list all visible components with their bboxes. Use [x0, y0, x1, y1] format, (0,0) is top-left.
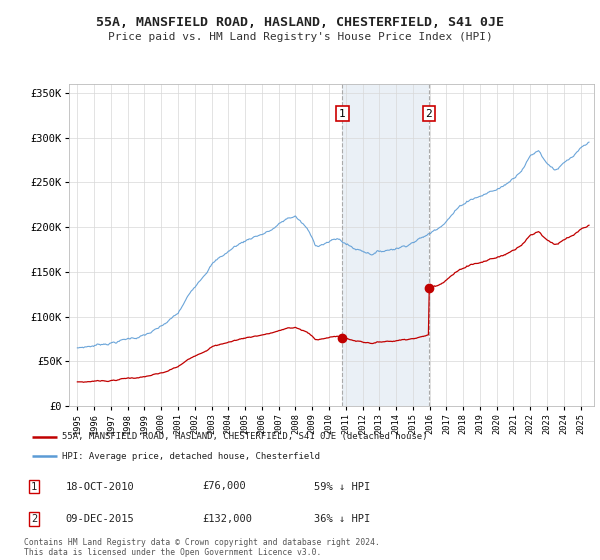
Text: £132,000: £132,000 [203, 514, 253, 524]
Text: 55A, MANSFIELD ROAD, HASLAND, CHESTERFIELD, S41 0JE (detached house): 55A, MANSFIELD ROAD, HASLAND, CHESTERFIE… [62, 432, 427, 441]
Text: HPI: Average price, detached house, Chesterfield: HPI: Average price, detached house, Ches… [62, 452, 320, 461]
Text: 2: 2 [31, 514, 37, 524]
Text: 18-OCT-2010: 18-OCT-2010 [66, 482, 134, 492]
Text: 09-DEC-2015: 09-DEC-2015 [66, 514, 134, 524]
Text: Price paid vs. HM Land Registry's House Price Index (HPI): Price paid vs. HM Land Registry's House … [107, 32, 493, 43]
Bar [343, 84, 429, 406]
Text: 59% ↓ HPI: 59% ↓ HPI [314, 482, 370, 492]
Text: 2: 2 [425, 109, 432, 119]
Text: 1: 1 [339, 109, 346, 119]
Text: Contains HM Land Registry data © Crown copyright and database right 2024.: Contains HM Land Registry data © Crown c… [24, 538, 380, 547]
Text: 55A, MANSFIELD ROAD, HASLAND, CHESTERFIELD, S41 0JE: 55A, MANSFIELD ROAD, HASLAND, CHESTERFIE… [96, 16, 504, 29]
Text: £76,000: £76,000 [203, 482, 247, 492]
Text: This data is licensed under the Open Government Licence v3.0.: This data is licensed under the Open Gov… [24, 548, 322, 557]
Text: 36% ↓ HPI: 36% ↓ HPI [314, 514, 370, 524]
Text: 1: 1 [31, 482, 37, 492]
